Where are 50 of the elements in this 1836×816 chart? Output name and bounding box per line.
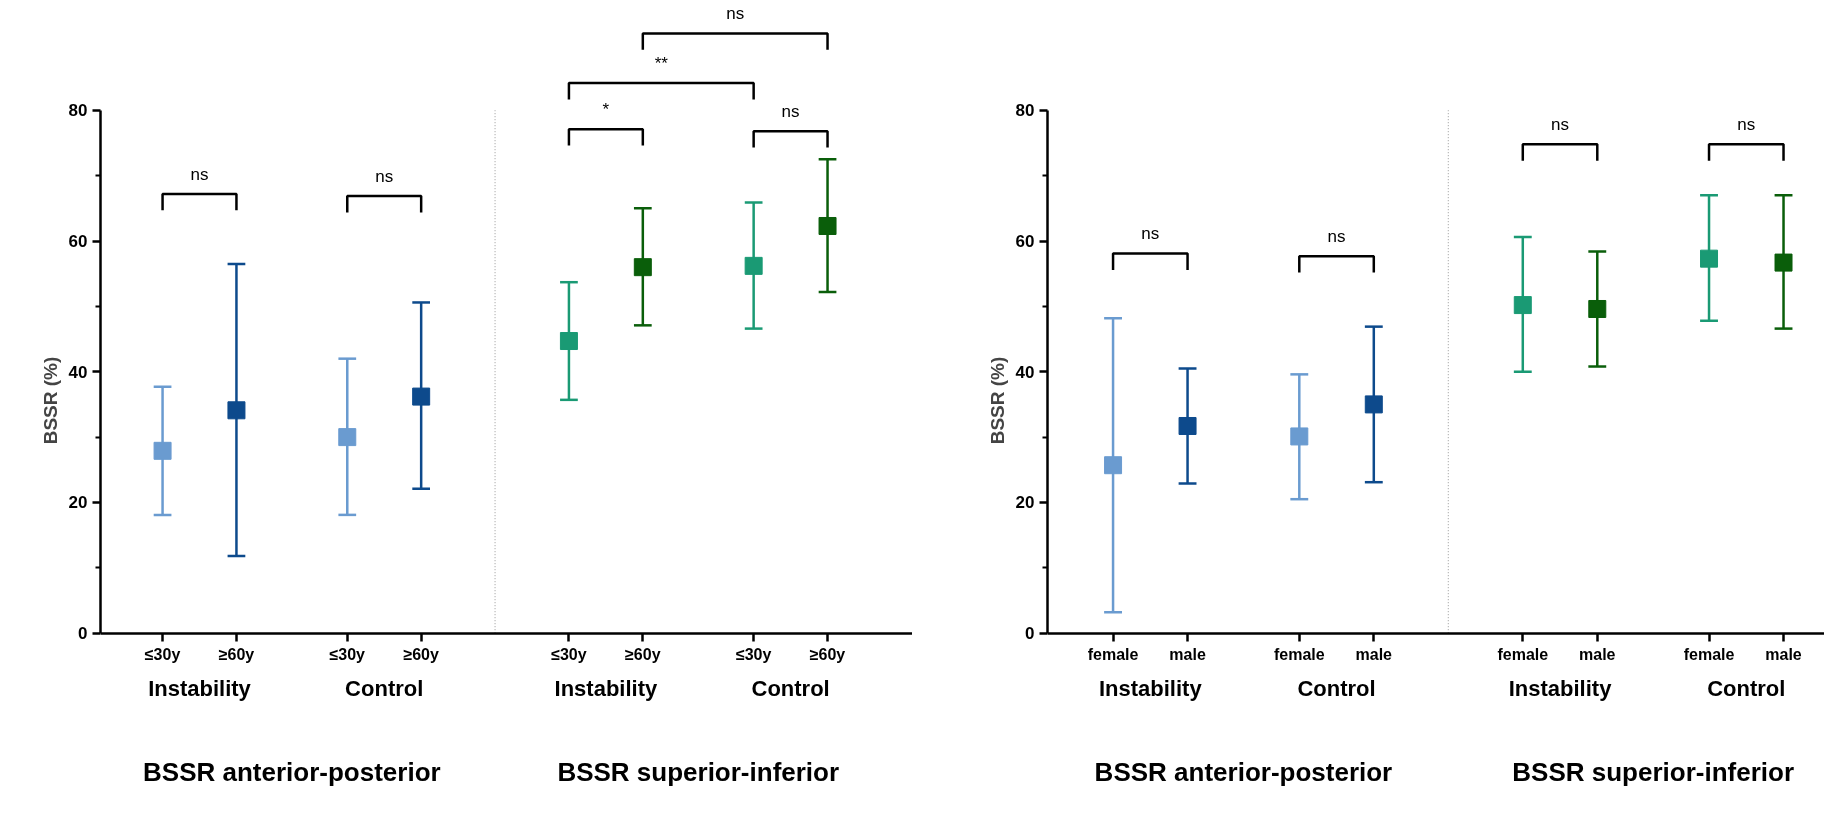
- text: BSSR anterior-posterior: [1094, 756, 1393, 787]
- x-tick-label: female: [1273, 646, 1325, 664]
- x-tick-label: ≥60y: [403, 646, 439, 664]
- y-tick-label: 80: [1015, 101, 1035, 121]
- text: Control: [1707, 675, 1786, 701]
- annotation: ns: [1737, 114, 1756, 134]
- annotation: *: [602, 99, 610, 119]
- annotation: ns: [1141, 224, 1160, 244]
- y-tick-label: 20: [68, 493, 88, 513]
- text: **: [654, 53, 669, 73]
- x-tick-label: female: [1497, 646, 1549, 664]
- x-tick-label: ≤30y: [551, 646, 587, 664]
- y-tick-label: 80: [68, 101, 88, 121]
- text: Instability: [1098, 675, 1203, 701]
- x-tick-label: female: [1087, 646, 1139, 664]
- text: Control: [1297, 675, 1376, 701]
- annotation: ns: [1551, 114, 1570, 134]
- text: ns: [726, 3, 745, 23]
- x-tick-label: ≥60y: [625, 646, 661, 664]
- y-tick-label: 60: [1015, 232, 1035, 252]
- annotation: ns: [375, 166, 394, 186]
- y-tick-label: 60: [68, 232, 88, 252]
- y-tick-label: 0: [1025, 624, 1035, 644]
- text: Instability: [148, 675, 252, 701]
- text: BSSR superior-inferior: [1512, 756, 1795, 787]
- y-tick-label: 20: [1015, 493, 1035, 513]
- text: Control: [345, 675, 424, 701]
- y-tick-label: 40: [68, 362, 88, 382]
- text: Control: [751, 675, 830, 701]
- x-tick-label: female: [1683, 646, 1735, 664]
- y-tick-label: 0: [78, 624, 88, 644]
- x-tick-label: ≤30y: [329, 646, 366, 664]
- x-tick-label: ≥60y: [809, 646, 846, 664]
- annotation: ns: [781, 101, 800, 121]
- x-tick-label: ≤30y: [144, 646, 181, 664]
- text: BSSR anterior-posterior: [143, 756, 441, 787]
- annotation: ns: [1327, 226, 1346, 246]
- x-tick-label: male: [1355, 646, 1393, 664]
- x-tick-label: male: [1765, 646, 1802, 664]
- x-tick-label: male: [1169, 646, 1206, 664]
- text: Instability: [1508, 675, 1613, 701]
- text: BSSR superior-inferior: [557, 756, 840, 787]
- x-tick-label: ≥60y: [218, 646, 255, 664]
- x-tick-label: ≤30y: [735, 646, 772, 664]
- y-axis-title: BSSR (%): [39, 356, 61, 445]
- annotation: ns: [190, 164, 209, 184]
- text: Instability: [554, 675, 658, 701]
- x-tick-label: male: [1579, 646, 1616, 664]
- y-axis-title: BSSR (%): [986, 356, 1008, 445]
- y-tick-label: 40: [1015, 362, 1035, 382]
